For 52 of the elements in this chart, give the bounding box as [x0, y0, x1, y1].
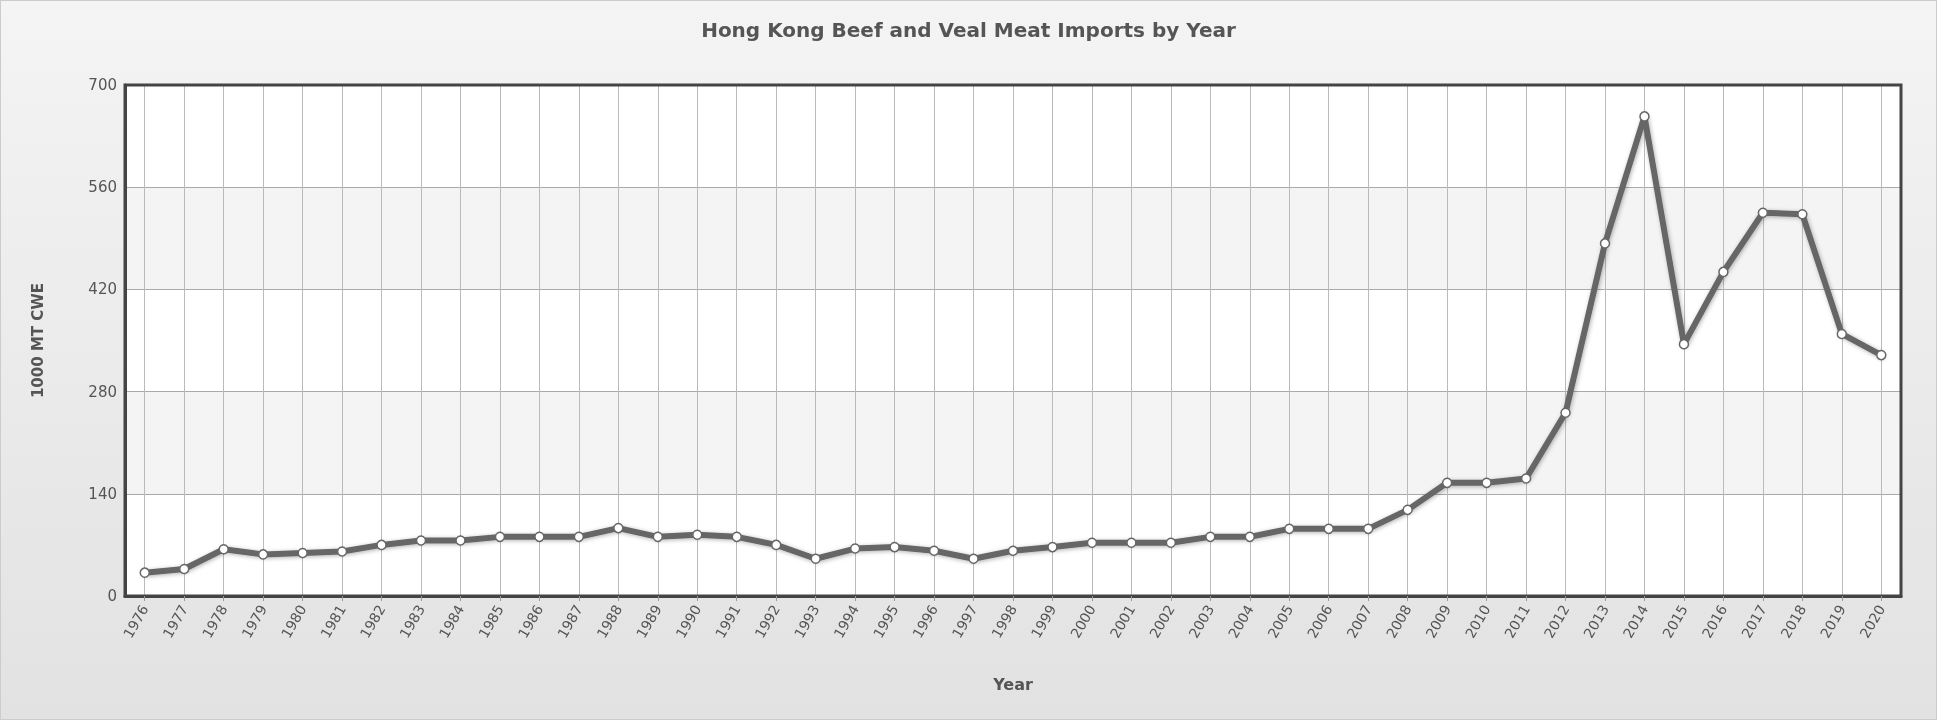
chart-title: Hong Kong Beef and Veal Meat Imports by Year	[701, 18, 1236, 42]
point	[1836, 328, 1848, 340]
point	[494, 531, 506, 543]
point	[1441, 477, 1453, 489]
point	[178, 563, 190, 575]
point	[297, 547, 308, 559]
point	[731, 531, 742, 543]
point	[455, 535, 466, 546]
point	[849, 543, 861, 554]
point	[573, 531, 585, 543]
point	[1639, 111, 1650, 122]
point	[1126, 537, 1137, 548]
point	[889, 541, 900, 553]
point	[1007, 545, 1019, 556]
point	[928, 545, 940, 556]
point	[1797, 208, 1808, 220]
point	[613, 522, 624, 534]
point	[534, 531, 545, 543]
point	[692, 529, 703, 540]
point	[1323, 523, 1334, 535]
point	[218, 544, 229, 555]
point	[1520, 473, 1532, 484]
point	[1244, 531, 1256, 543]
y-tick-label: 140	[88, 484, 117, 503]
y-tick-label: 420	[88, 280, 117, 299]
point	[810, 553, 821, 565]
point	[1481, 477, 1492, 489]
point	[1205, 531, 1216, 543]
y-tick-label: 280	[88, 382, 117, 401]
point	[1086, 537, 1098, 548]
y-tick-label: 0	[107, 587, 117, 605]
point	[1876, 349, 1887, 361]
point	[1560, 407, 1571, 419]
point	[139, 567, 150, 578]
point	[1718, 266, 1729, 278]
point	[1599, 238, 1611, 249]
point	[968, 553, 979, 565]
point	[652, 531, 664, 543]
x-axis-title: Year	[992, 674, 1033, 694]
point	[336, 546, 348, 557]
point	[770, 539, 782, 551]
point	[1284, 523, 1295, 535]
y-axis-title: 1000 MT CWE	[28, 282, 47, 399]
point	[1362, 523, 1374, 535]
y-tick-label: 700	[88, 76, 117, 94]
point	[1165, 537, 1177, 548]
point	[1402, 504, 1413, 516]
point	[376, 539, 387, 551]
y-tick-label: 560	[88, 178, 117, 197]
point	[1047, 541, 1058, 553]
point	[415, 535, 427, 546]
point	[257, 549, 269, 560]
